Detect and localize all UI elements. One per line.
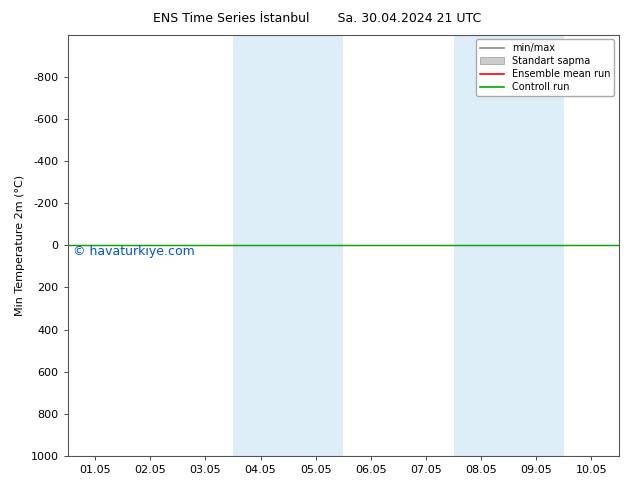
Legend: min/max, Standart sapma, Ensemble mean run, Controll run: min/max, Standart sapma, Ensemble mean r… <box>476 40 614 96</box>
Text: ENS Time Series İstanbul       Sa. 30.04.2024 21 UTC: ENS Time Series İstanbul Sa. 30.04.2024 … <box>153 12 481 25</box>
Bar <box>233 35 343 456</box>
Text: © havaturkiye.com: © havaturkiye.com <box>73 245 195 258</box>
Y-axis label: Min Temperature 2m (°C): Min Temperature 2m (°C) <box>15 175 25 316</box>
Bar <box>453 35 564 456</box>
